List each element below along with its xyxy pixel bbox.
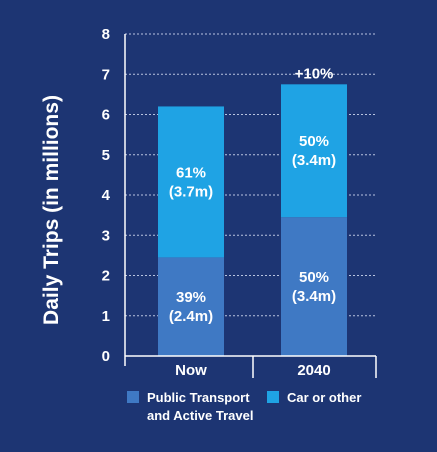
legend-label: Car or other (287, 390, 361, 405)
annotation-label: +10% (295, 65, 334, 82)
data-label: 61% (176, 164, 206, 181)
bar-segment-2040-series-1 (281, 84, 347, 218)
data-label: (2.4m) (169, 308, 213, 325)
legend-label: and Active Travel (147, 408, 253, 423)
y-tick-label: 3 (102, 227, 110, 244)
bar-segment-2040-series-0 (281, 217, 347, 356)
legend-swatch (267, 391, 279, 403)
legend-item: Car or other (267, 390, 361, 405)
axes (124, 34, 377, 378)
data-label: (3.4m) (292, 152, 336, 169)
y-tick-label: 2 (102, 268, 110, 285)
y-tick-label: 8 (102, 26, 110, 43)
bar-segment-now-series-0 (158, 257, 224, 356)
legend: Public Transport and Active Travel Car or … (127, 390, 361, 423)
y-axis-label: Daily Trips (in millions) (40, 95, 63, 325)
legend-label: Public Transport (147, 390, 250, 405)
y-tick-label: 6 (102, 107, 110, 124)
data-label: 50% (299, 269, 329, 286)
y-tick-label: 5 (102, 147, 110, 164)
y-axis-ticks: 0 1 2 3 4 5 6 7 8 (102, 26, 111, 365)
data-label: 50% (299, 133, 329, 150)
data-label: (3.7m) (169, 183, 213, 200)
bars: 39% (2.4m) 61% (3.7m) 50% (3.4m) 50% (3.4m) (158, 84, 347, 356)
bar-segment-now-series-1 (158, 106, 224, 258)
y-tick-label: 7 (102, 66, 110, 83)
annotations: +10% (295, 65, 334, 82)
data-label: 39% (176, 289, 206, 306)
x-category-label: 2040 (297, 362, 330, 379)
x-axis-categories: Now 2040 (175, 362, 331, 379)
legend-swatch (127, 391, 139, 403)
legend-item: Public Transport and Active Travel (127, 390, 253, 423)
y-tick-label: 1 (102, 308, 110, 325)
data-label: (3.4m) (292, 288, 336, 305)
x-category-label: Now (175, 362, 207, 379)
y-tick-label: 0 (102, 348, 110, 365)
y-tick-label: 4 (102, 187, 111, 204)
